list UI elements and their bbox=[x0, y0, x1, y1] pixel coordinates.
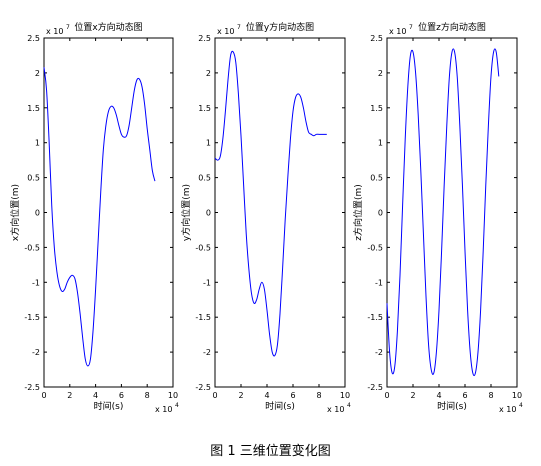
y-tick-label: 0.5 bbox=[27, 174, 40, 183]
x-tick-label: 2 bbox=[238, 391, 243, 400]
x-tick-label: 8 bbox=[488, 391, 493, 400]
plot-frame bbox=[43, 37, 174, 388]
y-axis-label: y方向位置(m) bbox=[180, 184, 192, 241]
x-tick-label: 0 bbox=[384, 391, 389, 400]
x-tick-label: 2 bbox=[410, 391, 415, 400]
y-tick-label: -0.5 bbox=[367, 243, 383, 252]
x-tick-label: 0 bbox=[41, 391, 46, 400]
x-tick-label: 2 bbox=[67, 391, 72, 400]
y-tick-label: -2 bbox=[375, 348, 383, 357]
y-tick-label: 1.5 bbox=[370, 104, 383, 113]
x-tick-label: 6 bbox=[462, 391, 467, 400]
chart-panel-1: 2.521.510.50-0.5-1-1.5-2-2.50 2 4 6 8 10x 10 7… bbox=[9, 21, 179, 414]
y-tick-label: -0.5 bbox=[24, 243, 40, 252]
y-tick-label: 2 bbox=[206, 69, 211, 78]
chart-title: 位置y方向动态图 bbox=[246, 21, 314, 33]
series-line bbox=[43, 67, 156, 367]
x-tick-label: 4 bbox=[264, 391, 269, 400]
y-tick-label: 2 bbox=[35, 69, 40, 78]
x-axis-label: 时间(s) bbox=[437, 400, 467, 412]
y-tick-label: 1 bbox=[206, 139, 211, 148]
x-axis-multiplier-power: 4 bbox=[175, 402, 179, 409]
y-axis-multiplier: x 10 bbox=[389, 27, 406, 36]
x-axis-multiplier-power: 4 bbox=[519, 402, 523, 409]
chart-title: 位置x方向动态图 bbox=[74, 21, 142, 33]
y-tick-label: -1 bbox=[203, 278, 211, 287]
figure-caption: 图 1 三维位置变化图 bbox=[210, 444, 331, 459]
x-tick-label: 10 bbox=[168, 391, 178, 400]
series-line bbox=[214, 50, 327, 357]
y-axis-multiplier-power: 7 bbox=[237, 24, 241, 31]
x-axis-label: 时间(s) bbox=[94, 400, 124, 412]
y-tick-label: -2.5 bbox=[367, 383, 383, 392]
x-tick-label: 8 bbox=[316, 391, 321, 400]
y-tick-label: 2.5 bbox=[198, 34, 211, 43]
x-axis-multiplier: x 10 bbox=[499, 405, 516, 414]
x-tick-label: 6 bbox=[119, 391, 124, 400]
y-tick-label: 1 bbox=[35, 139, 40, 148]
x-tick-label: 8 bbox=[145, 391, 150, 400]
y-axis-multiplier-power: 7 bbox=[66, 24, 70, 31]
y-tick-label: -1 bbox=[32, 278, 40, 287]
chart-panel-3: 2.521.510.50-0.5-1-1.5-2-2.50 2 4 6 8 10x 10 7… bbox=[352, 21, 523, 414]
y-tick-label: -1.5 bbox=[367, 313, 383, 322]
x-tick-label: 10 bbox=[340, 391, 350, 400]
chart-title: 位置z方向动态图 bbox=[418, 21, 486, 33]
y-tick-label: -2 bbox=[203, 348, 211, 357]
y-tick-label: -1.5 bbox=[195, 313, 211, 322]
y-tick-label: -1.5 bbox=[24, 313, 40, 322]
y-tick-label: 0 bbox=[35, 209, 40, 218]
x-axis-multiplier: x 10 bbox=[327, 405, 344, 414]
x-tick-label: 10 bbox=[512, 391, 522, 400]
x-axis-label: 时间(s) bbox=[265, 400, 295, 412]
x-axis-multiplier-power: 4 bbox=[347, 402, 351, 409]
y-tick-label: 1 bbox=[378, 139, 383, 148]
y-axis-label: z方向位置(m) bbox=[352, 184, 364, 241]
chart-panel-2: 2.521.510.50-0.5-1-1.5-2-2.50 2 4 6 8 10x 10 7… bbox=[180, 21, 351, 414]
y-tick-label: -2.5 bbox=[24, 383, 40, 392]
y-axis-multiplier: x 10 bbox=[217, 27, 234, 36]
y-tick-label: 2 bbox=[378, 69, 383, 78]
y-tick-label: 0 bbox=[378, 209, 383, 218]
y-tick-label: 2.5 bbox=[27, 34, 40, 43]
x-tick-label: 4 bbox=[436, 391, 441, 400]
plot-frame bbox=[386, 37, 518, 388]
y-tick-label: 1.5 bbox=[27, 104, 40, 113]
y-axis-label: x方向位置(m) bbox=[9, 184, 21, 241]
y-tick-label: -1 bbox=[375, 278, 383, 287]
y-tick-label: 0.5 bbox=[370, 174, 383, 183]
plot-frame bbox=[214, 37, 346, 388]
y-tick-label: -2.5 bbox=[195, 383, 211, 392]
x-tick-label: 0 bbox=[212, 391, 217, 400]
x-axis-multiplier: x 10 bbox=[155, 405, 172, 414]
x-tick-label: 4 bbox=[93, 391, 98, 400]
x-tick-label: 6 bbox=[290, 391, 295, 400]
y-axis-multiplier: x 10 bbox=[46, 27, 63, 36]
y-tick-label: -2 bbox=[32, 348, 40, 357]
y-tick-label: 2.5 bbox=[370, 34, 383, 43]
y-tick-label: -0.5 bbox=[195, 243, 211, 252]
y-tick-label: 0.5 bbox=[198, 174, 211, 183]
y-tick-label: 1.5 bbox=[198, 104, 211, 113]
y-axis-multiplier-power: 7 bbox=[409, 24, 413, 31]
y-tick-label: 0 bbox=[206, 209, 211, 218]
series-line bbox=[386, 48, 500, 377]
